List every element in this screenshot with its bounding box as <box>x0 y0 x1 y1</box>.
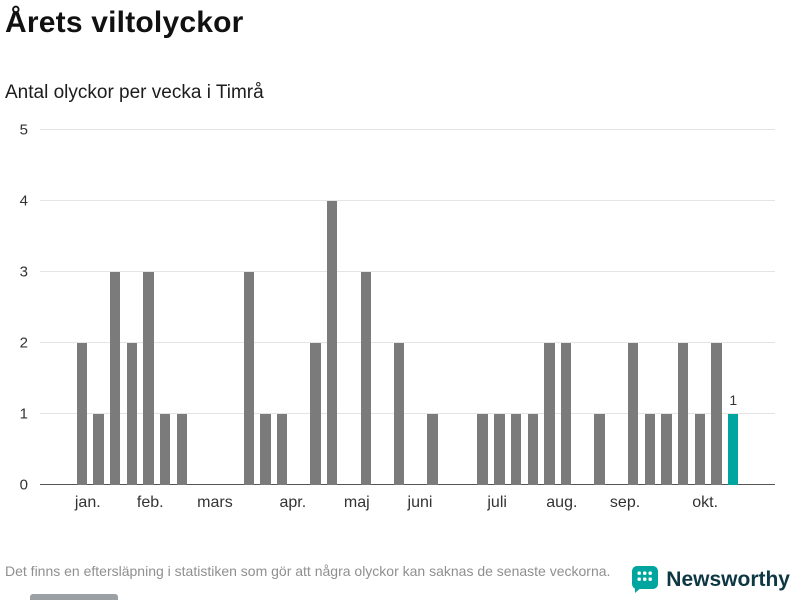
plot-area: 1 <box>40 129 775 485</box>
bar <box>477 414 488 485</box>
month-label: jan. <box>74 494 101 511</box>
bar <box>126 343 138 485</box>
bar <box>260 414 271 485</box>
bar <box>527 414 538 485</box>
newsworthy-logo-icon <box>631 566 659 593</box>
month-label: okt. <box>692 494 719 511</box>
bar <box>494 414 505 485</box>
gridline <box>40 200 775 201</box>
bar <box>327 201 338 485</box>
y-tick-label: 4 <box>19 192 28 210</box>
bar <box>93 414 104 485</box>
bar <box>627 343 639 485</box>
x-axis-line <box>40 484 775 485</box>
brand-logo: Newsworthy <box>631 566 790 593</box>
bar <box>677 343 689 485</box>
gridline <box>40 342 775 343</box>
month-label: feb. <box>136 494 164 511</box>
bar <box>661 414 672 485</box>
month-label: juni <box>407 494 433 511</box>
y-tick-label: 2 <box>19 334 28 352</box>
gridline <box>40 271 775 272</box>
page-subtitle: Antal olyckor per vecka i Timrå <box>5 82 264 103</box>
bar <box>427 414 438 485</box>
month-label: juli <box>487 494 507 511</box>
brand-wordmark: Newsworthy <box>666 567 790 591</box>
bar-value-label: 1 <box>729 392 738 408</box>
y-tick-label: 1 <box>19 405 28 423</box>
bar-highlight <box>728 414 739 485</box>
bar <box>544 343 555 485</box>
month-label: mars <box>197 494 233 511</box>
bar <box>243 272 254 485</box>
gridline <box>40 413 775 414</box>
bar <box>561 343 572 485</box>
y-axis-labels: 0 1 2 3 4 5 <box>0 122 36 494</box>
month-label: sep. <box>609 494 641 511</box>
bar <box>644 414 655 485</box>
bar <box>711 343 722 485</box>
bar <box>510 414 522 485</box>
month-label: apr. <box>279 494 307 511</box>
x-axis-labels: jan. feb. mars apr. maj juni juli aug. sep. okt. <box>40 494 775 518</box>
bar <box>109 272 121 485</box>
bar <box>143 272 154 485</box>
month-label: maj <box>343 494 370 511</box>
cutoff-element <box>30 594 118 600</box>
y-tick-label: 0 <box>19 476 28 494</box>
bar <box>310 343 321 485</box>
y-tick-label: 5 <box>19 121 28 139</box>
bar <box>360 272 371 485</box>
bar <box>594 414 605 485</box>
bar <box>393 343 405 485</box>
footnote: Det finns en eftersläpning i statistiken… <box>5 563 611 579</box>
bar <box>176 414 188 485</box>
month-label: aug. <box>546 494 578 511</box>
bar <box>277 414 288 485</box>
y-tick-label: 3 <box>19 263 28 281</box>
bar <box>694 414 705 485</box>
page-title: Årets viltolyckor <box>5 6 244 39</box>
gridline <box>40 129 775 130</box>
bar <box>160 414 171 485</box>
bar <box>76 343 87 485</box>
